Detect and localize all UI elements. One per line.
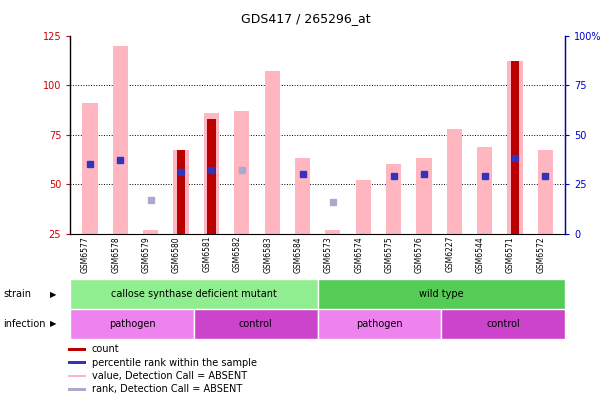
Text: strain: strain (3, 289, 31, 299)
Bar (356, 180, 371, 234)
Text: GSM6574: GSM6574 (354, 236, 364, 273)
Text: GSM6580: GSM6580 (172, 236, 181, 272)
Text: ▶: ▶ (49, 319, 56, 328)
Bar (204, 113, 219, 234)
Bar (177, 150, 185, 234)
Bar (265, 71, 280, 234)
Bar (143, 230, 158, 234)
Bar (70, 309, 194, 339)
Bar (68, 361, 86, 364)
Bar (325, 230, 340, 234)
Bar (234, 111, 249, 234)
Bar (194, 309, 318, 339)
Text: GSM6577: GSM6577 (81, 236, 90, 273)
Text: GSM6576: GSM6576 (415, 236, 424, 273)
Text: ▶: ▶ (49, 289, 56, 299)
Text: value, Detection Call = ABSENT: value, Detection Call = ABSENT (92, 371, 247, 381)
Text: GSM6227: GSM6227 (445, 236, 455, 272)
Text: callose synthase deficient mutant: callose synthase deficient mutant (111, 289, 277, 299)
Text: GSM6572: GSM6572 (536, 236, 546, 272)
Bar (508, 61, 522, 234)
Text: GSM6584: GSM6584 (293, 236, 302, 272)
Bar (386, 164, 401, 234)
Text: GSM6571: GSM6571 (506, 236, 515, 272)
Text: pathogen: pathogen (356, 319, 403, 329)
Text: rank, Detection Call = ABSENT: rank, Detection Call = ABSENT (92, 384, 242, 394)
Bar (174, 150, 189, 234)
Text: wild type: wild type (419, 289, 464, 299)
Text: GSM6581: GSM6581 (202, 236, 211, 272)
Text: percentile rank within the sample: percentile rank within the sample (92, 358, 257, 367)
Text: control: control (486, 319, 520, 329)
Bar (68, 348, 86, 351)
Text: GSM6582: GSM6582 (233, 236, 242, 272)
Bar (82, 103, 98, 234)
Bar (417, 158, 431, 234)
Text: GSM6578: GSM6578 (111, 236, 120, 272)
Bar (295, 158, 310, 234)
Bar (113, 46, 128, 234)
Bar (68, 375, 86, 377)
Bar (538, 150, 553, 234)
Bar (207, 119, 216, 234)
Text: GSM6573: GSM6573 (324, 236, 333, 273)
Text: GSM6575: GSM6575 (385, 236, 393, 273)
Bar (511, 61, 519, 234)
Bar (70, 279, 318, 309)
Bar (318, 279, 565, 309)
Bar (68, 388, 86, 391)
Bar (477, 147, 492, 234)
Bar (447, 129, 462, 234)
Text: pathogen: pathogen (109, 319, 155, 329)
Text: GDS417 / 265296_at: GDS417 / 265296_at (241, 12, 370, 25)
Text: count: count (92, 344, 119, 354)
Bar (318, 309, 442, 339)
Text: control: control (239, 319, 273, 329)
Text: GSM6579: GSM6579 (142, 236, 151, 273)
Bar (442, 309, 565, 339)
Text: GSM6583: GSM6583 (263, 236, 272, 272)
Text: GSM6544: GSM6544 (476, 236, 485, 273)
Text: infection: infection (3, 319, 46, 329)
